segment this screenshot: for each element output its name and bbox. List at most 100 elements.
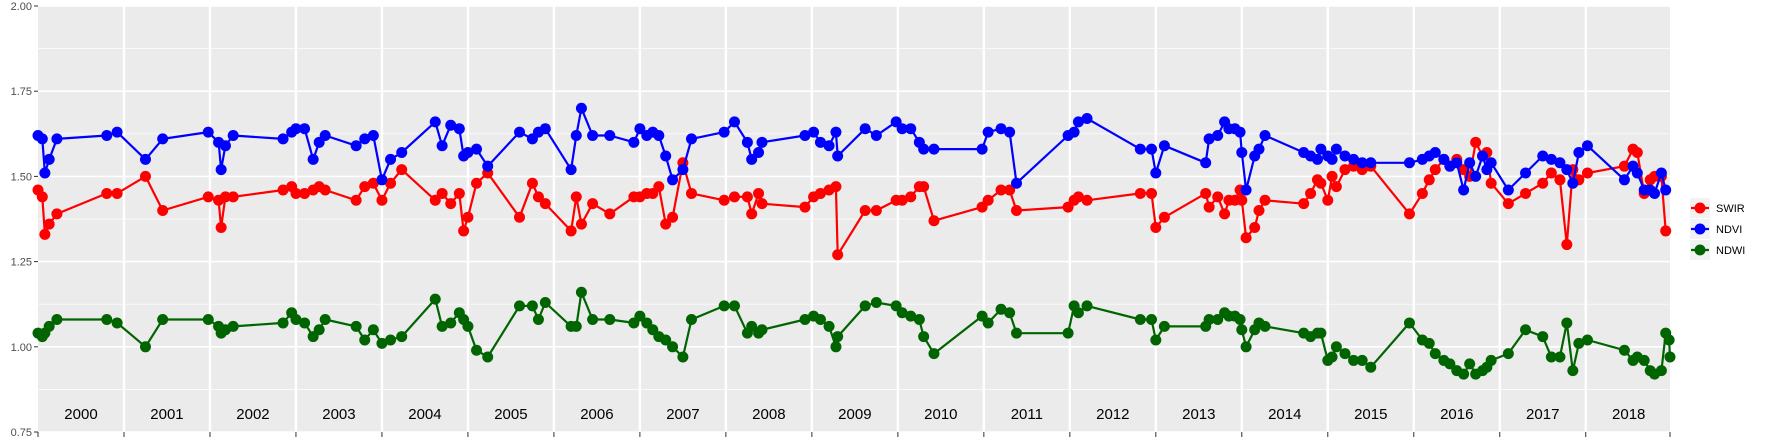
data-point-swir: [36, 191, 48, 203]
data-point-ndvi: [677, 164, 689, 176]
year-label: 2015: [1354, 406, 1387, 423]
data-point-ndvi: [385, 153, 397, 165]
data-point-ndwi: [928, 348, 940, 360]
data-point-ndvi: [741, 136, 753, 148]
data-point-swir: [718, 194, 730, 206]
data-point-ndvi: [307, 153, 319, 165]
data-point-ndvi: [1660, 184, 1672, 196]
data-point-ndwi: [756, 324, 768, 336]
year-label: 2009: [838, 406, 871, 423]
data-point-ndvi: [575, 102, 587, 114]
data-point-ndwi: [532, 314, 544, 326]
data-point-swir: [1339, 164, 1351, 176]
year-label: 2007: [666, 406, 699, 423]
data-point-ndwi: [830, 341, 842, 353]
year-labels: 2000 2001 2002 2003 2004 2005 2006 2007 2008 2009…: [64, 406, 1645, 423]
data-point-ndvi: [808, 126, 820, 138]
data-point-swir: [1326, 170, 1338, 182]
data-point-ndvi: [36, 133, 48, 145]
data-point-ndwi: [1240, 341, 1252, 353]
data-point-ndvi: [1554, 157, 1566, 169]
data-point-ndvi: [227, 130, 239, 142]
data-point-ndvi: [1458, 184, 1470, 196]
series-layer: [32, 102, 1676, 380]
data-point-swir: [859, 204, 871, 216]
data-point-ndwi: [905, 310, 917, 322]
data-point-ndvi: [539, 123, 551, 135]
data-point-ndwi: [859, 300, 871, 312]
data-point-ndvi: [753, 147, 765, 159]
data-point-ndwi: [718, 300, 730, 312]
data-point-ndwi: [1429, 348, 1441, 360]
year-label: 2017: [1526, 406, 1559, 423]
data-point-ndvi: [202, 126, 214, 138]
data-point-ndwi: [290, 314, 302, 326]
data-point-swir: [746, 208, 758, 220]
data-point-ndwi: [832, 331, 844, 343]
data-point-ndwi: [436, 320, 448, 332]
data-point-swir: [436, 187, 448, 199]
data-point-swir: [1322, 194, 1334, 206]
data-point-ndwi: [1330, 341, 1342, 353]
data-point-ndwi: [319, 314, 331, 326]
data-point-ndvi: [1545, 153, 1557, 165]
data-point-ndvi: [436, 140, 448, 152]
data-point-ndwi: [385, 334, 397, 346]
data-point-swir: [570, 191, 582, 203]
data-point-swir: [39, 228, 51, 240]
data-point-ndwi: [396, 331, 408, 343]
data-point-swir: [1203, 201, 1215, 213]
year-label: 2003: [322, 406, 355, 423]
data-point-ndwi: [1567, 365, 1579, 377]
data-point-ndwi: [1561, 317, 1573, 329]
data-point-ndvi: [905, 123, 917, 135]
data-point-swir: [429, 194, 441, 206]
data-point-ndvi: [1234, 126, 1246, 138]
data-point-ndvi: [814, 136, 826, 148]
data-point-ndvi: [660, 150, 672, 162]
data-point-ndvi: [1348, 153, 1360, 165]
year-label: 2004: [408, 406, 441, 423]
data-point-ndwi: [43, 320, 55, 332]
data-point-swir: [1554, 174, 1566, 186]
year-label: 2011: [1011, 406, 1043, 423]
data-point-swir: [832, 249, 844, 261]
data-point-ndwi: [1403, 317, 1415, 329]
data-point-ndwi: [660, 334, 672, 346]
data-point-ndvi: [111, 126, 123, 138]
data-point-swir: [1485, 177, 1497, 189]
data-point-ndvi: [1339, 150, 1351, 162]
data-point-ndwi: [587, 314, 599, 326]
data-point-ndwi: [918, 331, 930, 343]
data-point-swir: [653, 181, 665, 193]
data-point-ndvi: [367, 130, 379, 142]
data-point-ndwi: [1655, 365, 1667, 377]
data-point-ndvi: [471, 143, 483, 155]
data-point-swir: [1200, 187, 1212, 199]
data-point-ndvi: [51, 133, 63, 145]
data-point-ndvi: [514, 126, 526, 138]
data-point-swir: [462, 211, 474, 223]
data-point-ndvi: [396, 147, 408, 159]
data-point-swir: [359, 181, 371, 193]
data-point-swir: [101, 187, 113, 199]
data-point-ndwi: [1618, 344, 1630, 356]
data-point-swir: [1545, 167, 1557, 179]
data-point-swir: [587, 198, 599, 210]
data-point-ndvi: [604, 130, 616, 142]
data-point-ndwi: [1011, 327, 1023, 339]
data-point-swir: [458, 225, 470, 237]
data-point-ndwi: [575, 286, 587, 298]
data-point-swir: [299, 187, 311, 199]
data-point-ndvi: [1561, 164, 1573, 176]
data-point-ndvi: [1470, 170, 1482, 182]
year-label: 2002: [236, 406, 269, 423]
data-point-ndvi: [157, 133, 169, 145]
year-label: 2001: [150, 406, 183, 423]
data-point-ndwi: [1072, 307, 1084, 319]
data-point-swir: [277, 184, 289, 196]
data-point-ndwi: [514, 300, 526, 312]
data-point-ndvi: [139, 153, 151, 165]
data-point-ndvi: [718, 126, 730, 138]
data-point-swir: [1423, 174, 1435, 186]
